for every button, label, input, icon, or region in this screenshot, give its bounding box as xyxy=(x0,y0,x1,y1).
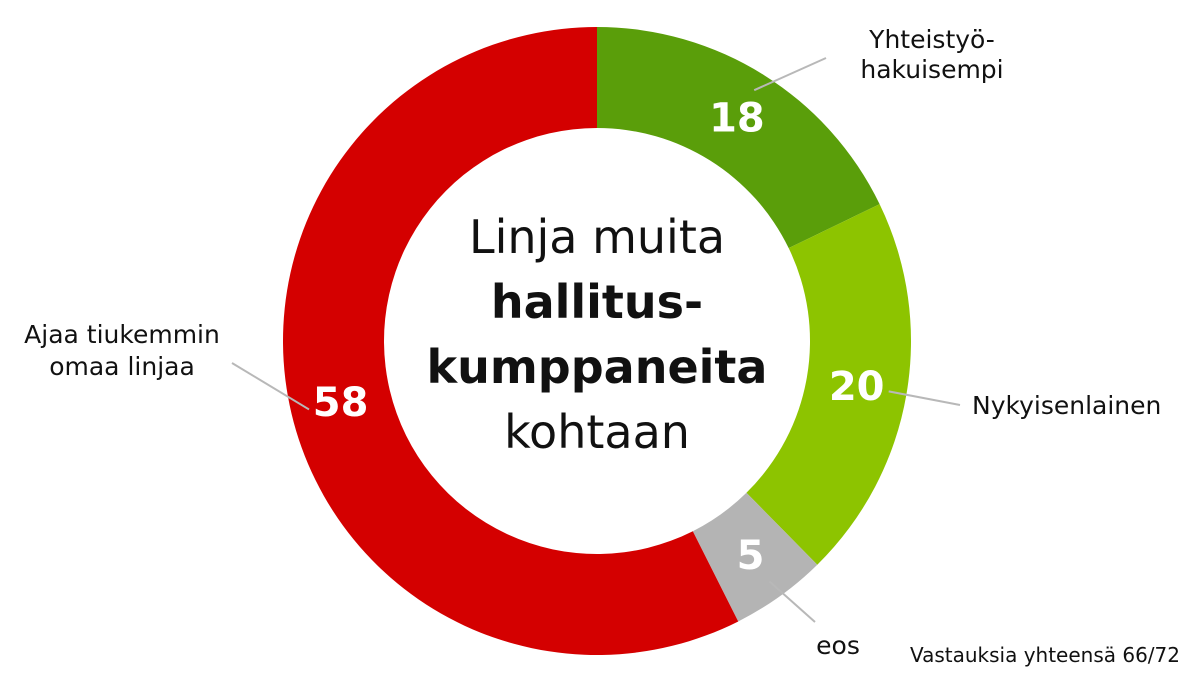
category-label-3-line-0: Ajaa tiukemmin xyxy=(24,320,220,349)
slice-value-label-0: 18 xyxy=(709,96,765,142)
category-label-0-line-0: Yhteistyö- xyxy=(868,25,995,54)
footnote: Vastauksia yhteensä 66/72 xyxy=(910,643,1180,667)
leader-line-3 xyxy=(231,362,310,411)
donut-slice-1 xyxy=(746,204,912,565)
donut-slices xyxy=(283,27,912,655)
donut-slice-0 xyxy=(597,27,880,249)
slice-value-label-1: 20 xyxy=(829,364,885,410)
slice-value-label-2: 5 xyxy=(737,533,765,579)
slice-value-labels: 18 20 5 58 xyxy=(313,96,885,579)
category-label-0-line-1: hakuisempi xyxy=(860,55,1003,84)
donut-slice-2 xyxy=(692,492,818,622)
center-title-line-4: kohtaan xyxy=(504,405,690,459)
center-title-line-2: hallitus- xyxy=(491,275,703,329)
donut-slice-3 xyxy=(283,27,739,655)
slice-value-label-3: 58 xyxy=(313,380,369,426)
category-label-1-line-0: Nykyisenlainen xyxy=(972,391,1161,420)
leader-line-0 xyxy=(753,57,827,92)
category-labels: Yhteistyö-hakuisempi Nykyisenlainen eos Aja… xyxy=(24,25,1161,660)
leader-line-2 xyxy=(768,580,816,623)
center-title-line-3: kumppaneita xyxy=(427,340,768,394)
center-title-line-1: Linja muita xyxy=(469,210,725,264)
leader-line-1 xyxy=(888,390,961,406)
category-label-3-line-1: omaa linjaa xyxy=(49,352,195,381)
leader-lines xyxy=(231,57,961,623)
category-label-2-line-0: eos xyxy=(816,631,860,660)
